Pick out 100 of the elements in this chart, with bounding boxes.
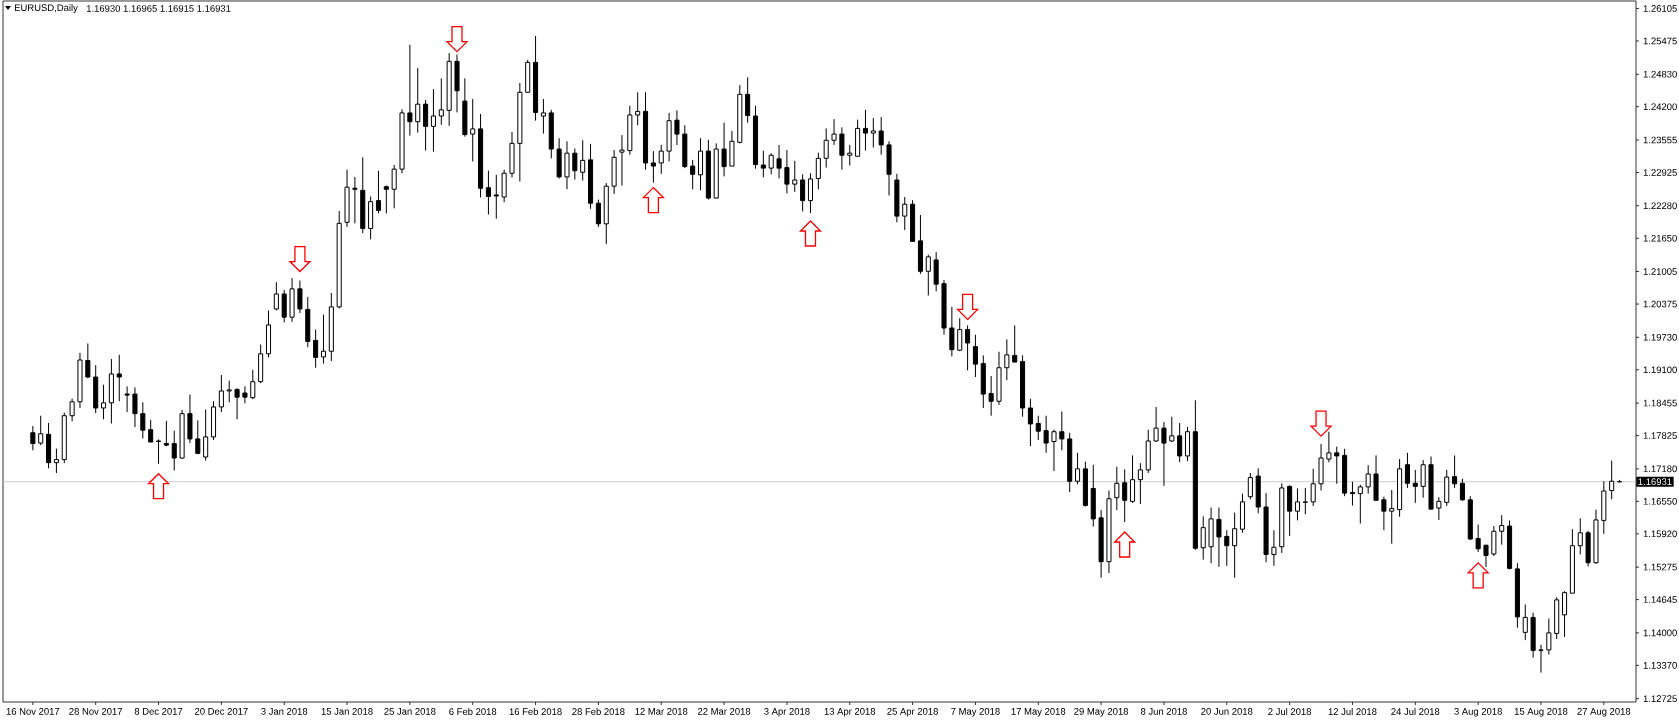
candlestick [140, 401, 146, 439]
candlestick [250, 369, 256, 400]
candlestick [195, 419, 201, 455]
x-tick-label: 27 Aug 2018 [1577, 708, 1631, 717]
y-tick-label: 1.24830 [1643, 70, 1677, 78]
x-tick-label: 2 Jul 2018 [1268, 708, 1312, 715]
candlestick [132, 386, 138, 428]
candlestick [870, 117, 876, 148]
x-tick-label: 22 Mar 2018 [697, 708, 751, 715]
y-tick-label: 1.16550 [1643, 497, 1677, 505]
candlestick [823, 127, 829, 169]
x-tick-label: 25 Apr 2018 [887, 708, 938, 717]
candlestick [85, 343, 91, 379]
candlestick [1609, 460, 1615, 500]
candlestick [745, 76, 751, 124]
y-tick-label: 1.22280 [1643, 202, 1677, 210]
candlestick [1538, 644, 1544, 674]
candlestick [163, 420, 169, 447]
candlestick [148, 419, 154, 443]
x-tick-label: 25 Jan 2018 [384, 708, 436, 715]
candlestick [784, 149, 790, 194]
candlestick [1499, 514, 1505, 546]
candlestick [1334, 446, 1340, 485]
x-tick-label: 3 Jan 2018 [261, 708, 308, 715]
candlestick [1161, 421, 1167, 487]
y-tick-label: 1.15920 [1643, 530, 1677, 538]
candlestick [101, 384, 107, 420]
candlestick [572, 148, 578, 180]
candlestick [697, 137, 704, 191]
candlestick [1483, 544, 1489, 568]
x-tick-label: 12 Jul 2018 [1328, 708, 1377, 715]
candlestick [1302, 487, 1308, 515]
y-tick-label: 1.21650 [1643, 234, 1677, 242]
candlestick [470, 98, 476, 162]
x-tick-label: 15 Jan 2018 [321, 708, 373, 715]
y-tick-label: 1.20375 [1643, 300, 1677, 308]
candlestick [407, 44, 413, 137]
x-tick-label: 7 May 2018 [951, 708, 1000, 717]
candlestick [124, 385, 130, 413]
candlestick [352, 176, 358, 224]
x-tick-label: 24 Jul 2018 [1391, 708, 1440, 715]
candlestick [595, 199, 601, 228]
candlestick [38, 415, 44, 446]
x-tick-label: 15 Aug 2018 [1514, 708, 1568, 717]
candlestick [1436, 496, 1442, 521]
candlestick [1577, 517, 1583, 555]
candlestick [391, 164, 397, 209]
x-tick-label: 16 Feb 2018 [509, 708, 562, 715]
y-tick-label: 1.12725 [1643, 695, 1677, 702]
candlestick [116, 354, 122, 402]
x-tick-label: 6 Feb 2018 [449, 708, 497, 715]
ref-line-label: 1.16931 [1638, 478, 1672, 486]
candlestick [1043, 415, 1049, 454]
x-tick-label: 12 Mar 2018 [635, 708, 688, 715]
candlestick [1404, 452, 1410, 489]
y-tick-label: 1.26105 [1643, 5, 1677, 12]
y-tick-label: 1.13370 [1643, 662, 1677, 669]
candlestick [281, 289, 287, 323]
candlestick [839, 126, 845, 171]
candlestick [438, 77, 444, 126]
candlestick [902, 196, 908, 231]
candlestick [1412, 469, 1418, 504]
candlestick [650, 150, 656, 184]
candlestick [957, 317, 963, 352]
candlestick [862, 109, 869, 152]
x-tick-label: 3 Apr 2018 [764, 708, 810, 717]
candlestick [1562, 590, 1568, 638]
candlestick [1122, 468, 1128, 523]
candlestick [831, 118, 837, 146]
candlestick [635, 91, 641, 126]
candlestick [792, 160, 798, 193]
y-tick-label: 1.21005 [1643, 268, 1677, 275]
candlestick [1232, 512, 1238, 579]
x-tick-label: 29 May 2018 [1074, 708, 1129, 717]
chart-subtitle: 1.16930 1.16965 1.16915 1.16931 [86, 5, 231, 12]
candlestick [218, 374, 224, 413]
candlestick [1389, 489, 1395, 545]
candlestick [1522, 604, 1528, 641]
candlestick [1420, 459, 1426, 499]
y-tick-label: 1.25475 [1643, 37, 1677, 45]
x-tick-label: 3 Aug 2018 [1454, 708, 1502, 717]
candlestick [540, 98, 546, 135]
candlestick [69, 398, 75, 422]
candlestick [155, 438, 162, 465]
y-tick-label: 1.22925 [1643, 169, 1677, 176]
candlestick [320, 314, 327, 365]
candlestick [1247, 472, 1253, 500]
x-tick-label: 28 Feb 2018 [572, 708, 625, 715]
candlestick [768, 152, 774, 175]
candlestick [203, 409, 209, 462]
candlestick [1357, 484, 1363, 525]
x-tick-label: 16 Nov 2017 [6, 708, 60, 715]
y-tick-label: 1.17825 [1643, 432, 1677, 439]
candlestick [1051, 429, 1057, 472]
candlestick [1452, 454, 1458, 489]
candlestick [485, 170, 491, 216]
candlestick [674, 109, 680, 146]
candlestick [1546, 617, 1552, 656]
x-tick-label: 28 Nov 2017 [69, 708, 123, 715]
candlestick [815, 152, 821, 190]
